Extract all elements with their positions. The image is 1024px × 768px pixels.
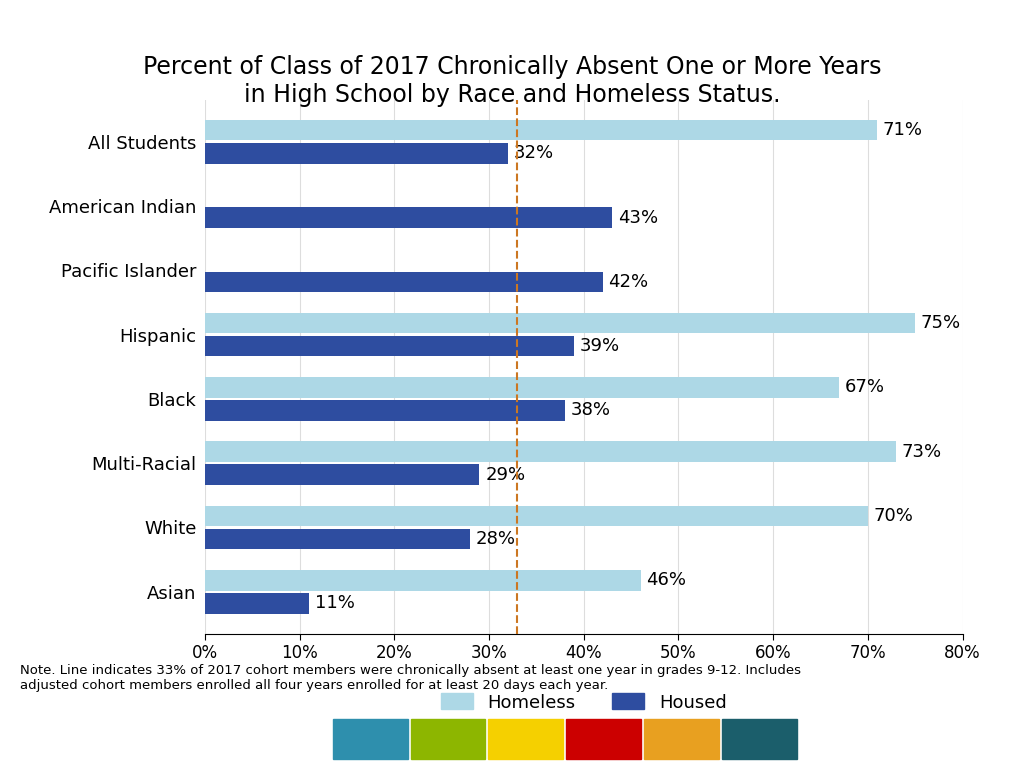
Bar	[205, 505, 867, 526]
Text: 32%: 32%	[514, 144, 554, 162]
Text: 46%: 46%	[646, 571, 686, 589]
Text: 75%: 75%	[921, 314, 961, 332]
Bar	[205, 120, 878, 141]
Bar	[205, 336, 574, 356]
Legend: Homeless, Housed: Homeless, Housed	[440, 694, 727, 712]
Text: 43%: 43%	[617, 209, 657, 227]
Bar	[205, 465, 479, 485]
Bar	[205, 442, 896, 462]
Bar	[205, 529, 470, 549]
Bar	[205, 377, 840, 398]
Text: Percent of Class of 2017 Chronically Absent One or More Years
in High School by : Percent of Class of 2017 Chronically Abs…	[142, 55, 882, 107]
Text: 11%: 11%	[314, 594, 354, 612]
Bar	[205, 400, 565, 421]
Text: 42%: 42%	[608, 273, 648, 291]
Bar	[205, 143, 508, 164]
Bar	[205, 272, 602, 292]
Text: 67%: 67%	[845, 379, 885, 396]
Text: 29%: 29%	[485, 465, 525, 484]
Bar	[205, 313, 915, 333]
Text: 73%: 73%	[902, 442, 942, 461]
Bar	[205, 207, 612, 228]
Text: 70%: 70%	[873, 507, 913, 525]
Bar	[205, 570, 641, 591]
Bar	[205, 593, 309, 614]
Text: 71%: 71%	[883, 121, 923, 139]
Text: 28%: 28%	[476, 530, 516, 548]
Text: 39%: 39%	[580, 337, 620, 355]
Text: Note. Line indicates 33% of 2017 cohort members were chronically absent at least: Note. Line indicates 33% of 2017 cohort …	[20, 664, 802, 692]
Text: 38%: 38%	[570, 402, 610, 419]
